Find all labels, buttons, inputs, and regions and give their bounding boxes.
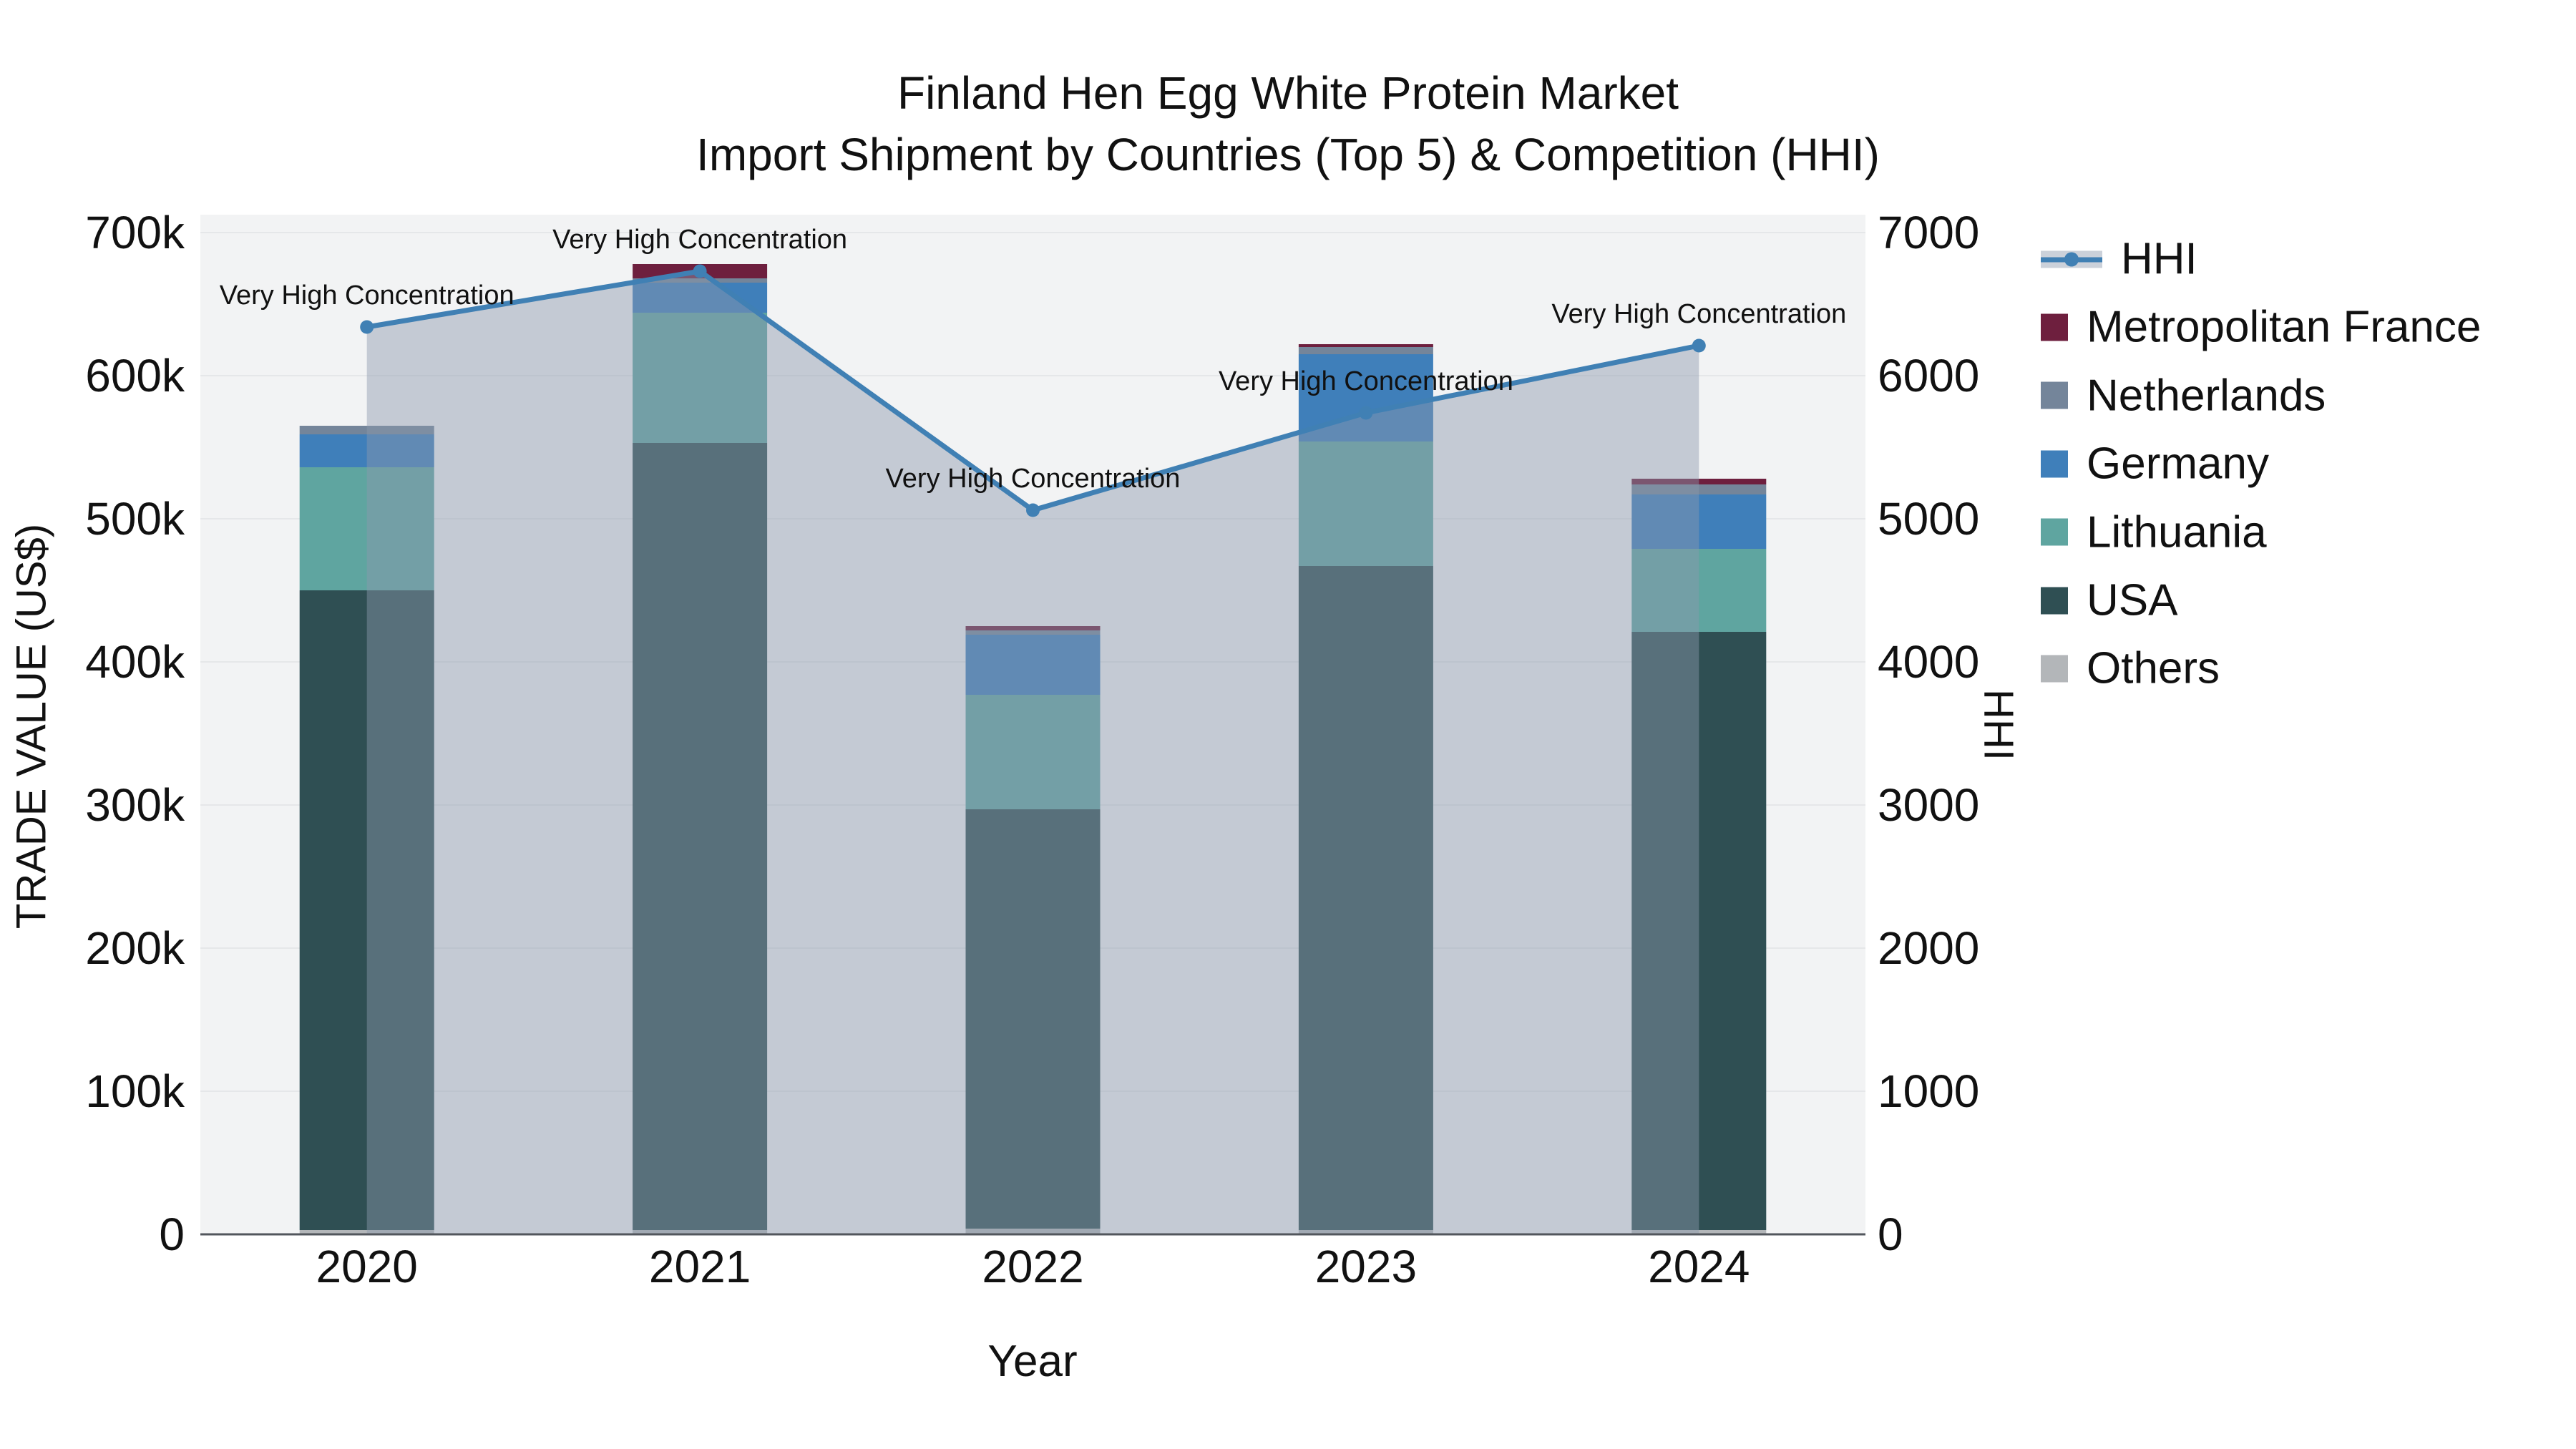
bar-segment-2022-others[interactable] xyxy=(965,1229,1101,1234)
bar-segment-2020-usa[interactable] xyxy=(299,590,434,1230)
y-right-tick-label: 4000 xyxy=(1878,636,1979,688)
hhi-area-fill xyxy=(366,271,1699,1234)
legend-swatch-icon xyxy=(2041,518,2068,546)
legend-item-metropolitan-france[interactable]: Metropolitan France xyxy=(2041,302,2481,353)
y-left-tick-label: 100k xyxy=(85,1065,185,1117)
legend-swatch-icon xyxy=(2041,587,2068,614)
bar-segment-2023-lithuania[interactable] xyxy=(1298,441,1433,566)
bar-segment-2021-others[interactable] xyxy=(633,1230,768,1234)
legend-item-usa[interactable]: USA xyxy=(2041,575,2177,626)
hhi-marker-2022[interactable] xyxy=(1026,503,1040,517)
x-axis-title: Year xyxy=(987,1337,1078,1386)
legend-item-label: Germany xyxy=(2087,439,2269,489)
chart-title: Finland Hen Egg White Protein Market xyxy=(897,67,1679,119)
y-right-tick-label: 7000 xyxy=(1878,207,1979,258)
x-tick-label-2020: 2020 xyxy=(316,1241,418,1292)
bar-segment-2020-others[interactable] xyxy=(299,1230,434,1234)
y-right-tick-label: 2000 xyxy=(1878,922,1979,974)
x-tick-label-2024: 2024 xyxy=(1648,1241,1750,1292)
bar-segment-2020-lithuania[interactable] xyxy=(299,467,434,590)
bar-segment-2021-germany[interactable] xyxy=(633,283,768,313)
bar-segment-2023-others[interactable] xyxy=(1298,1230,1433,1234)
y-right-tick-label: 1000 xyxy=(1878,1065,1979,1117)
legend-item-label: USA xyxy=(2087,575,2178,625)
bar-segment-2022-lithuania[interactable] xyxy=(965,695,1101,809)
annotation-2021: Very High Concentration xyxy=(552,225,847,255)
legend-item-label: Netherlands xyxy=(2087,371,2326,421)
annotation-2023: Very High Concentration xyxy=(1219,366,1513,396)
bar-segment-2024-others[interactable] xyxy=(1631,1230,1767,1234)
x-tick-label-2022: 2022 xyxy=(982,1241,1083,1292)
y-left-tick-label: 600k xyxy=(85,350,185,401)
bar-segment-2024-netherlands[interactable] xyxy=(1631,484,1767,494)
y-left-tick-label: 500k xyxy=(85,493,185,545)
y-right-tick-label: 5000 xyxy=(1878,493,1979,545)
y-left-tick-label: 400k xyxy=(85,636,185,688)
y-left-tick-label: 300k xyxy=(85,779,185,831)
hhi-line-icon xyxy=(2041,250,2102,268)
hhi-marker-2020[interactable] xyxy=(360,320,374,334)
bar-segment-2022-germany[interactable] xyxy=(965,635,1101,695)
bar-segment-2024-germany[interactable] xyxy=(1631,494,1767,549)
bar-segment-2023-usa[interactable] xyxy=(1298,566,1433,1230)
legend-item-hhi[interactable]: HHI xyxy=(2041,234,2197,285)
bar-segment-2022-usa[interactable] xyxy=(965,809,1101,1229)
legend-item-netherlands[interactable]: Netherlands xyxy=(2041,370,2326,421)
bar-segment-2021-lithuania[interactable] xyxy=(633,313,768,443)
bar-segment-2021-usa[interactable] xyxy=(633,443,768,1230)
legend-swatch-icon xyxy=(2041,313,2068,341)
legend-item-label: Lithuania xyxy=(2087,507,2267,557)
legend: HHI Metropolitan France Netherlands Germany… xyxy=(2041,0,2570,1449)
annotation-2022: Very High Concentration xyxy=(886,464,1181,494)
annotation-2024: Very High Concentration xyxy=(1551,299,1846,329)
legend-swatch-icon xyxy=(2041,450,2068,478)
legend-swatch-icon xyxy=(2041,655,2068,683)
legend-item-germany[interactable]: Germany xyxy=(2041,439,2269,489)
bar-segment-2020-netherlands[interactable] xyxy=(299,426,434,434)
legend-item-label: HHI xyxy=(2121,234,2197,284)
y-axis-title-left: TRADE VALUE (US$) xyxy=(8,523,55,930)
legend-item-lithuania[interactable]: Lithuania xyxy=(2041,507,2267,557)
y-right-tick-label: 3000 xyxy=(1878,779,1979,831)
y-left-tick-label: 200k xyxy=(85,922,185,974)
x-tick-label-2021: 2021 xyxy=(649,1241,751,1292)
y-left-tick-label: 0 xyxy=(159,1209,185,1260)
bar-segment-2022-metropolitan-france[interactable] xyxy=(965,626,1101,630)
bar-segment-2023-metropolitan-france[interactable] xyxy=(1298,344,1433,347)
y-axis-title-right: HHI xyxy=(1975,689,2022,761)
bar-segment-2020-germany[interactable] xyxy=(299,434,434,467)
bar-segment-2021-netherlands[interactable] xyxy=(633,278,768,283)
legend-item-label: Others xyxy=(2087,643,2220,693)
bar-segment-2024-metropolitan-france[interactable] xyxy=(1631,479,1767,484)
annotation-2020: Very High Concentration xyxy=(220,280,514,311)
bar-segment-2022-netherlands[interactable] xyxy=(965,630,1101,635)
hhi-marker-2021[interactable] xyxy=(693,264,707,278)
legend-item-others[interactable]: Others xyxy=(2041,643,2220,694)
y-right-tick-label: 0 xyxy=(1878,1209,1903,1260)
legend-swatch-icon xyxy=(2041,381,2068,409)
bar-segment-2023-netherlands[interactable] xyxy=(1298,347,1433,354)
y-right-tick-label: 6000 xyxy=(1878,350,1979,401)
bar-segment-2024-lithuania[interactable] xyxy=(1631,549,1767,632)
chart-subtitle: Import Shipment by Countries (Top 5) & C… xyxy=(696,129,1880,180)
legend-item-label: Metropolitan France xyxy=(2087,302,2482,352)
hhi-marker-2023[interactable] xyxy=(1359,406,1373,420)
y-left-tick-label: 700k xyxy=(85,207,185,258)
bar-segment-2024-usa[interactable] xyxy=(1631,632,1767,1230)
hhi-marker-2024[interactable] xyxy=(1692,338,1706,353)
x-tick-label-2023: 2023 xyxy=(1315,1241,1417,1292)
